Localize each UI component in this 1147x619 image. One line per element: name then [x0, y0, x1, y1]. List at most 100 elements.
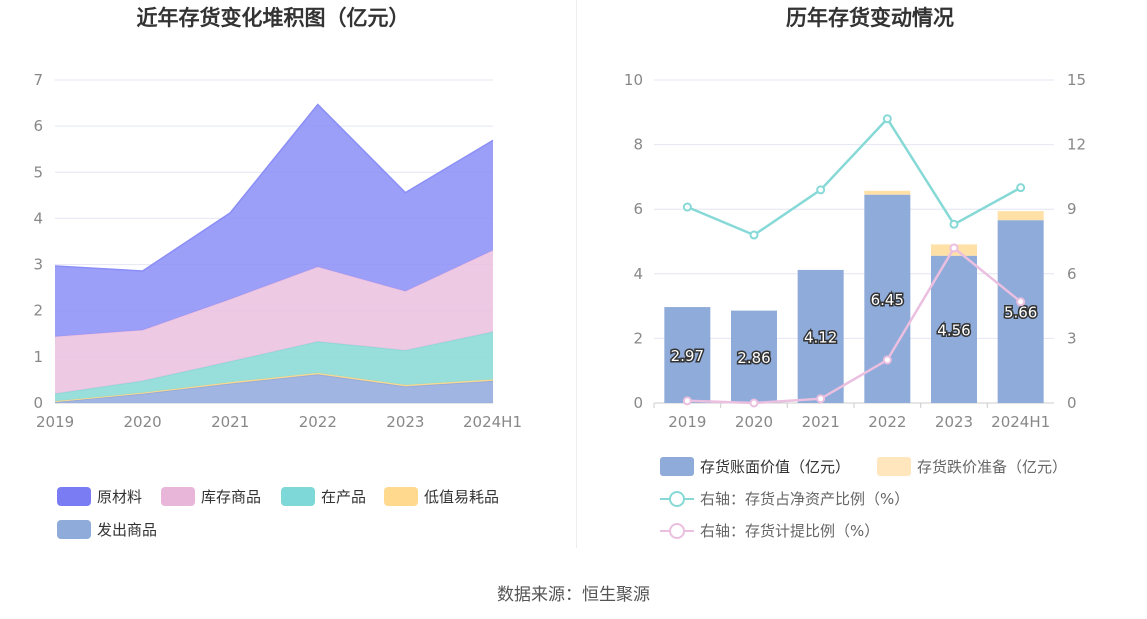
area-edge-1: [54, 372, 494, 402]
bar-value-label: 2.86: [737, 349, 770, 367]
right-y-left-tick-label: 8: [633, 136, 643, 154]
right-x-tick-label: 2022: [868, 413, 906, 431]
right-y-right-tick-label: 6: [1067, 265, 1077, 283]
bar-value-label: 6.45: [871, 291, 904, 309]
area-layer-0: [55, 374, 493, 403]
right-y-left-tick-label: 4: [633, 265, 643, 283]
right-legend: 存货账面价值（亿元） 存货跌价准备（亿元） 右轴：存货占净资产比例（%） 右轴：存货计…: [660, 457, 1067, 540]
data-source: 数据来源：恒生聚源: [497, 585, 650, 605]
area-layer-2: [55, 331, 493, 402]
bar-value-label: 5.66: [1004, 304, 1037, 322]
bar-value-label: 2.97: [671, 347, 704, 365]
left-y-tick-label: 4: [33, 209, 43, 227]
line-point: [682, 202, 692, 212]
right-y-right-tick-label: 12: [1067, 136, 1086, 154]
bar-value-label: 4.56: [937, 321, 970, 339]
bar-impairment: [997, 211, 1044, 221]
right-x-tick-label: 2023: [935, 413, 973, 431]
right-x-axis: 2019 2020 2021 2022 2023 2024H1: [653, 403, 1050, 431]
right-lines: [682, 114, 1026, 408]
bar-book-value: [731, 310, 777, 403]
right-y-axis: 0 2 4 6 8 10 0 3 6 9 12 15: [624, 71, 1086, 412]
area-layer-4: [55, 104, 493, 337]
left-x-tick-label: 2021: [211, 413, 249, 431]
line-series-1: [687, 246, 1022, 405]
panel-divider: [576, 0, 577, 548]
line-point: [682, 396, 692, 406]
chart-title-left: 近年存货变化堆积图（亿元）: [137, 6, 410, 30]
line-point: [949, 219, 959, 229]
left-y-tick-label: 3: [33, 256, 43, 274]
right-y-right-tick-label: 9: [1067, 200, 1077, 218]
left-x-tick-label: 2019: [36, 413, 74, 431]
area-layer-3: [55, 250, 493, 394]
line-point: [949, 243, 959, 253]
left-y-tick-label: 7: [33, 71, 43, 89]
left-x-tick-label: 2023: [386, 413, 424, 431]
left-y-tick-label: 6: [33, 117, 43, 135]
left-x-tick-label: 2020: [124, 413, 162, 431]
line-point: [816, 185, 826, 195]
line-point: [816, 394, 826, 404]
left-area-layers: [54, 103, 494, 403]
right-y-right-tick-label: 15: [1067, 71, 1086, 89]
right-x-tick-label: 2020: [735, 413, 773, 431]
legend-marker: [669, 523, 685, 539]
right-y-left-tick-label: 2: [633, 329, 643, 347]
bar-value-label: 4.12: [804, 328, 837, 346]
left-y-tick-label: 5: [33, 163, 43, 181]
left-x-tick-label: 2024H1: [463, 413, 522, 431]
legend-label: 存货账面价值（亿元）: [700, 458, 850, 476]
line-point: [1016, 297, 1026, 307]
right-gridlines: [654, 79, 1054, 404]
legend-marker: [669, 491, 685, 507]
area-layer-1: [55, 373, 493, 403]
right-y-left-tick-label: 10: [624, 71, 643, 89]
bar-book-value: [931, 255, 977, 403]
legend-swatch: [660, 457, 694, 476]
line-point: [749, 398, 759, 408]
legend-label: 发出商品: [97, 521, 157, 539]
right-y-left-tick-label: 0: [633, 394, 643, 412]
right-x-tick-label: 2024H1: [991, 413, 1050, 431]
legend-swatch: [281, 487, 315, 506]
right-x-tick-label: 2019: [668, 413, 706, 431]
left-x-axis: 2019 2020 2021 2022 2023 2024H1: [36, 413, 522, 431]
bar-book-value: [664, 307, 711, 403]
left-y-tick-label: 1: [33, 348, 43, 366]
right-y-right-tick-label: 0: [1067, 394, 1077, 412]
legend-label: 在产品: [321, 488, 366, 506]
right-bars: 2.97 2.86 4.12 6.45 4.56 5.66: [664, 190, 1044, 403]
legend-swatch: [57, 520, 91, 539]
bar-line-chart: 历年存货变动情况 2.97 2.86 4.12 6.45 4.56 5.66 0 2 4 6 8 1…: [624, 6, 1086, 540]
bar-impairment: [864, 190, 911, 195]
chart-title-right: 历年存货变动情况: [786, 6, 954, 30]
left-y-axis: 0 1 2 3 4 5 6 7: [33, 71, 43, 412]
line-series-0: [686, 116, 1022, 237]
bar-book-value: [797, 269, 844, 403]
legend-swatch: [877, 457, 911, 476]
legend-label: 低值易耗品: [424, 488, 499, 506]
legend-swatch: [57, 487, 91, 506]
line-point: [882, 355, 892, 365]
left-y-tick-label: 2: [33, 302, 43, 320]
legend-label: 库存商品: [201, 488, 261, 506]
bar-book-value: [997, 220, 1044, 403]
legend-label: 存货跌价准备（亿元）: [917, 458, 1067, 476]
legend-label: 原材料: [97, 488, 142, 506]
area-edge-4: [54, 103, 494, 272]
legend-label: 右轴：存货计提比例（%）: [700, 522, 879, 540]
line-point: [749, 230, 759, 240]
right-y-right-tick-label: 3: [1067, 329, 1077, 347]
legend-swatch: [161, 487, 195, 506]
left-x-tick-label: 2022: [299, 413, 337, 431]
legend-swatch: [384, 487, 418, 506]
right-y-left-tick-label: 6: [633, 200, 643, 218]
left-y-tick-label: 0: [33, 394, 43, 412]
line-point: [882, 114, 892, 124]
legend-label: 右轴：存货占净资产比例（%）: [700, 490, 909, 508]
right-x-tick-label: 2021: [802, 413, 840, 431]
